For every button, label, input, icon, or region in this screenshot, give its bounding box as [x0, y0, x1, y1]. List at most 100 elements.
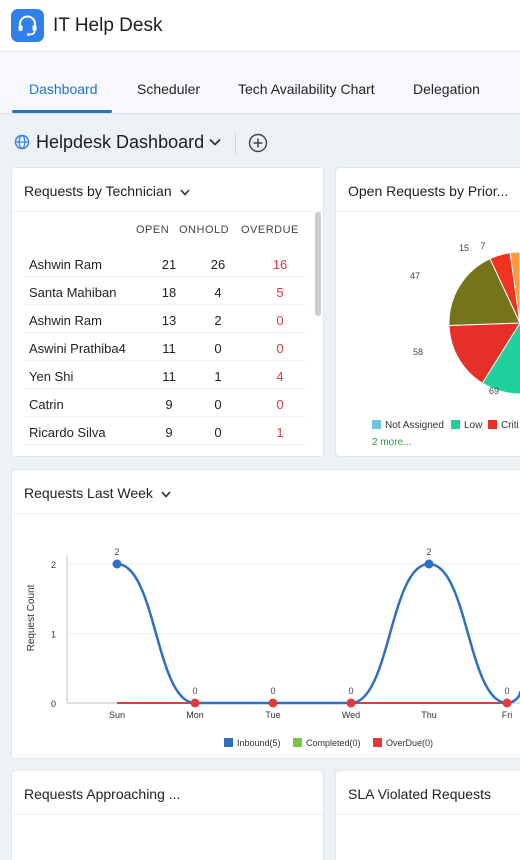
y-tick-label: 2: [51, 560, 56, 570]
open-count[interactable]: 18: [161, 285, 177, 300]
data-point: [268, 698, 278, 708]
more-legend-link[interactable]: 2 more...: [372, 437, 412, 448]
column-header-open[interactable]: OPEN: [136, 224, 170, 236]
technician-name: Yen Shi: [29, 369, 74, 384]
widget-header: Open Requests by Prior...: [336, 168, 520, 212]
scrollbar-thumb[interactable]: [315, 212, 321, 316]
legend-item[interactable]: Low: [451, 420, 482, 431]
dashboard-header: Helpdesk Dashboard: [0, 114, 520, 168]
x-tick-label: Thu: [421, 710, 437, 720]
onhold-count[interactable]: 0: [214, 397, 222, 412]
active-tab-indicator: [12, 110, 112, 113]
plus-circle-icon[interactable]: [248, 133, 268, 153]
column-header-onhold[interactable]: ONHOLD: [179, 224, 230, 236]
legend-swatch: [372, 420, 381, 429]
open-count[interactable]: 11: [162, 369, 176, 384]
chevron-down-icon[interactable]: [161, 491, 171, 498]
sla-widget: SLA Violated Requests: [336, 771, 520, 860]
widget-header: Requests by Technician: [12, 168, 323, 212]
legend-label: Criti: [501, 420, 519, 431]
legend-label: Inbound(5): [237, 738, 281, 748]
table-row[interactable]: Ricardo Silva 9 0 1: [24, 417, 306, 445]
overdue-count[interactable]: 16: [272, 257, 288, 272]
data-point: [424, 559, 434, 569]
header-divider: [235, 132, 236, 154]
pie-value-label: 15: [459, 243, 469, 253]
onhold-count[interactable]: 0: [214, 341, 222, 356]
widget-title[interactable]: Requests by Technician: [24, 183, 190, 199]
open-count[interactable]: 13: [161, 313, 177, 328]
table-row[interactable]: Ashwin Ram 21 26 16: [24, 249, 306, 277]
overdue-count[interactable]: 4: [276, 369, 284, 384]
chevron-down-icon[interactable]: [209, 138, 221, 146]
tab-delegation[interactable]: Delegation: [413, 81, 480, 97]
overdue-count[interactable]: 5: [276, 285, 284, 300]
pie-slice-olive[interactable]: [448, 257, 520, 326]
data-label: 0: [504, 686, 509, 696]
technician-scrollbar[interactable]: [315, 212, 321, 452]
legend-swatch: [373, 738, 382, 747]
legend-label: Completed(0): [306, 738, 361, 748]
onhold-count[interactable]: 0: [214, 425, 222, 440]
x-tick-label: Sun: [109, 710, 125, 720]
onhold-count[interactable]: 26: [210, 257, 226, 272]
pie-slice-critical[interactable]: [448, 322, 520, 384]
data-label: 0: [348, 686, 353, 696]
legend-label: Low: [464, 420, 483, 431]
tab-bar: Dashboard Scheduler Tech Availability Ch…: [0, 52, 520, 114]
technician-name: Aswini Prathiba4: [29, 341, 126, 356]
widget-header: Requests Approaching ...: [12, 771, 323, 815]
table-row[interactable]: Yen Shi 11 1 4: [24, 361, 306, 389]
open-count[interactable]: 21: [161, 257, 177, 272]
data-point: [112, 559, 122, 569]
onhold-count[interactable]: 4: [214, 285, 222, 300]
technician-widget: Requests by Technician OPEN ONHOLD OVERD…: [12, 168, 323, 456]
overdue-count[interactable]: 1: [276, 425, 284, 440]
legend-swatch: [488, 420, 497, 429]
priority-pie-chart: 69 58 47 15 7: [410, 241, 520, 396]
widget-title[interactable]: Requests Approaching ...: [24, 786, 181, 802]
x-tick-label: Mon: [186, 710, 204, 720]
headset-icon[interactable]: [11, 9, 44, 42]
tab-scheduler[interactable]: Scheduler: [137, 81, 201, 97]
technician-name: Ashwin Ram: [29, 257, 102, 272]
open-count[interactable]: 11: [162, 341, 176, 356]
legend-item[interactable]: Criti: [488, 420, 519, 431]
legend-item[interactable]: Not Assigned: [372, 420, 444, 431]
legend-label: Not Assigned: [385, 420, 444, 431]
table-row[interactable]: Santa Mahiban 18 4 5: [24, 277, 306, 305]
data-label: 0: [192, 686, 197, 696]
overdue-count[interactable]: 0: [276, 313, 284, 328]
pie-value-label: 69: [489, 386, 499, 396]
onhold-count[interactable]: 1: [214, 369, 222, 384]
data-label: 0: [270, 686, 275, 696]
inbound-series: [116, 562, 520, 705]
y-tick-label: 1: [51, 630, 56, 640]
widget-title[interactable]: SLA Violated Requests: [348, 786, 491, 802]
x-tick-label: Tue: [265, 710, 280, 720]
overdue-count[interactable]: 0: [276, 341, 284, 356]
legend-swatch: [451, 420, 460, 429]
week-widget: Requests Last Week: [12, 470, 520, 758]
dashboard-title[interactable]: Helpdesk Dashboard: [36, 132, 205, 152]
open-count[interactable]: 9: [165, 425, 173, 440]
y-axis-title: Request Count: [26, 584, 37, 651]
tab-dashboard[interactable]: Dashboard: [29, 81, 98, 97]
column-header-overdue[interactable]: OVERDUE: [241, 224, 299, 236]
table-row[interactable]: Ashwin Ram 13 2 0: [24, 305, 306, 333]
pie-slice-low[interactable]: [481, 322, 520, 395]
open-count[interactable]: 9: [165, 397, 173, 412]
technician-name: Catrin: [29, 397, 64, 412]
tab-tech-availability-chart[interactable]: Tech Availability Chart: [238, 81, 375, 97]
overdue-count[interactable]: 0: [276, 397, 284, 412]
x-tick-label: Fri: [502, 710, 513, 720]
table-row[interactable]: Aswini Prathiba4 11 0 0: [24, 333, 306, 361]
widget-title[interactable]: Requests Last Week: [24, 485, 171, 501]
widget-title[interactable]: Open Requests by Prior...: [348, 183, 509, 199]
pie-value-label: 47: [410, 271, 420, 281]
data-point: [190, 698, 200, 708]
table-row[interactable]: Catrin 9 0 0: [24, 389, 306, 417]
onhold-count[interactable]: 2: [214, 313, 222, 328]
chevron-down-icon[interactable]: [179, 189, 190, 196]
data-point: [346, 698, 356, 708]
